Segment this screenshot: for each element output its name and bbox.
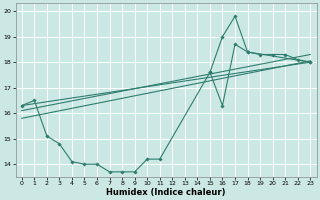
X-axis label: Humidex (Indice chaleur): Humidex (Indice chaleur) (106, 188, 226, 197)
